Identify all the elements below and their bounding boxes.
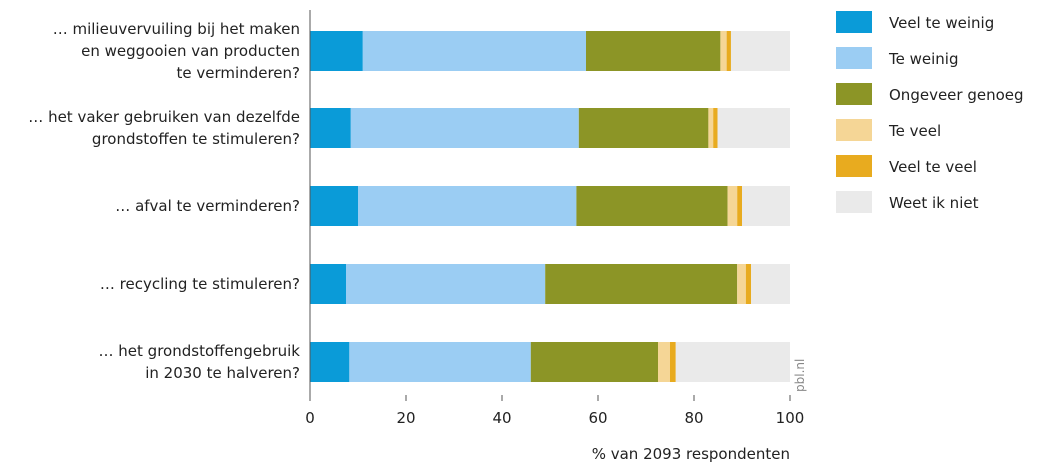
legend: Veel te weinig Te weinig Ongeveer genoeg Te… [836,11,1024,213]
legend-label: Te weinig [888,50,958,68]
bar-segment-1-2 [362,31,586,71]
x-tick-label: 40 [492,409,511,427]
x-axis-title: % van 2093 respondenten [592,445,790,463]
category-label-line: … recycling te stimuleren? [100,275,300,293]
legend-swatch [836,11,872,33]
bars-group [310,31,790,382]
bar-segment-3-6 [742,186,790,226]
x-tick-label: 60 [588,409,607,427]
bar-segment-5-1 [310,342,350,382]
bar-segment-5-4 [658,342,670,382]
legend-swatch [836,191,872,213]
bar-segment-3-1 [310,186,358,226]
x-tick-label: 80 [684,409,703,427]
bar-segment-4-6 [751,264,790,304]
legend-label: Veel te weinig [889,14,994,32]
x-tick-label: 0 [305,409,315,427]
legend-swatch [836,155,872,177]
bar-segment-1-1 [310,31,363,71]
legend-label: Weet ik niet [889,194,979,212]
category-label-line: grondstoffen te stimuleren? [92,130,300,148]
category-label-line: in 2030 te halveren? [145,364,300,382]
bar-segment-2-1 [310,108,351,148]
legend-swatch [836,83,872,105]
legend-swatch [836,47,872,69]
source-label: pbl.nl [793,359,807,392]
x-tick-label: 100 [776,409,805,427]
bar-segment-4-1 [310,264,346,304]
x-tick-label: 20 [396,409,415,427]
category-label-line: … afval te verminderen? [115,197,300,215]
bar-segment-3-2 [358,186,577,226]
category-label-4: … recycling te stimuleren? [100,275,300,293]
bar-segment-1-6 [730,31,790,71]
bar-segment-2-2 [350,108,579,148]
bar-segment-5-6 [675,342,790,382]
bar-segment-5-3 [530,342,658,382]
bar-segment-3-3 [576,186,728,226]
category-label-line: … het vaker gebruiken van dezelfde [28,108,300,126]
bar-segment-3-4 [727,186,738,226]
bar-segment-1-5 [726,31,731,71]
bar-segment-4-2 [346,264,546,304]
bar-segment-3-5 [737,186,742,226]
category-labels: … milieuvervuiling bij het maken en weggo… [28,20,300,382]
legend-label: Veel te veel [889,158,977,176]
bar-segment-2-5 [713,108,718,148]
category-label-line: … milieuvervuiling bij het maken [53,20,300,38]
category-label-2: … het vaker gebruiken van dezelfde gronds… [28,108,300,148]
category-label-5: … het grondstoffengebruik in 2030 te halv… [99,342,301,382]
category-label-line: … het grondstoffengebruik [99,342,301,360]
bar-segment-4-4 [737,264,746,304]
bar-segment-4-3 [545,264,738,304]
category-label-1: … milieuvervuiling bij het maken en weggo… [53,20,300,82]
category-label-line: te verminderen? [177,64,300,82]
bar-segment-2-6 [717,108,790,148]
legend-label: Te veel [888,122,941,140]
bar-segment-2-3 [578,108,709,148]
category-label-3: … afval te verminderen? [115,197,300,215]
bar-segment-5-5 [670,342,676,382]
bar-segment-1-3 [586,31,721,71]
bar-segment-4-5 [745,264,752,304]
bar-segment-1-4 [720,31,727,71]
legend-swatch [836,119,872,141]
x-axis-ticks: 0 20 40 60 80 100 [305,395,804,427]
bar-segment-5-2 [349,342,531,382]
legend-label: Ongeveer genoeg [889,86,1024,104]
category-label-line: en weggooien van producten [81,42,300,60]
bar-segment-2-4 [708,108,714,148]
